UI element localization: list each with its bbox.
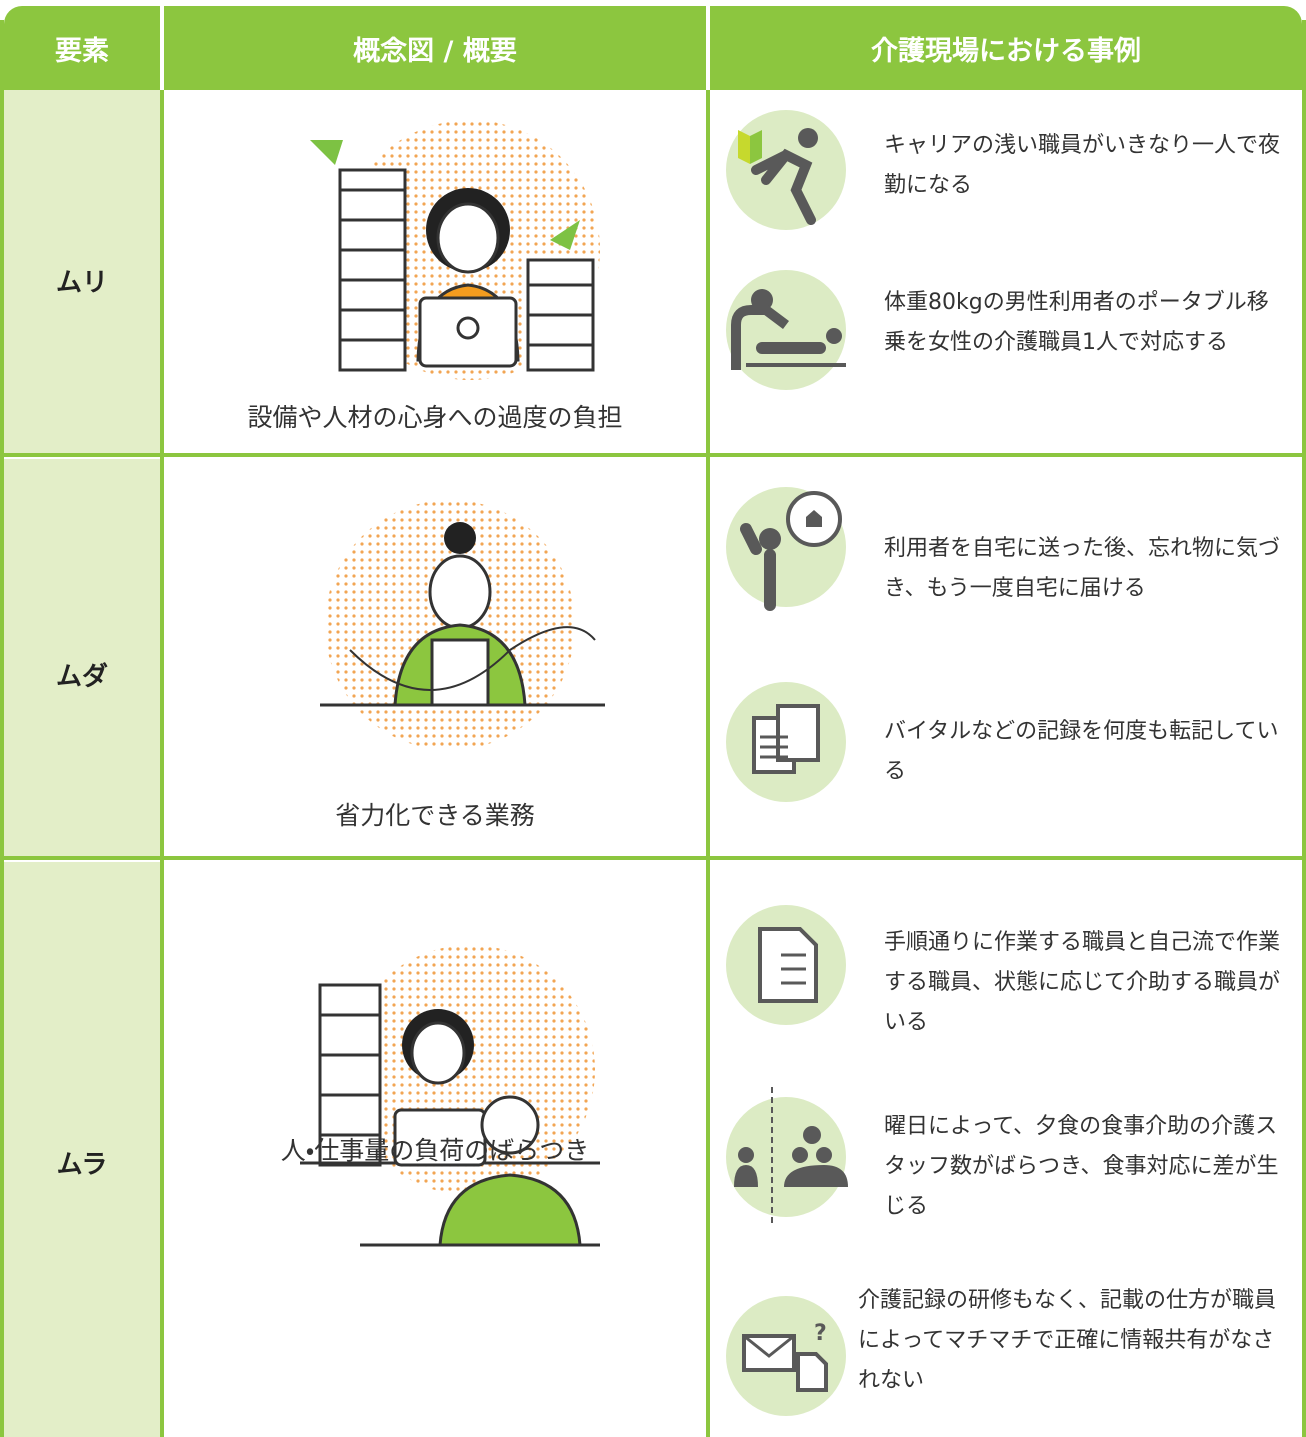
example-text: 曜日によって、夕食の食事介助の介護スタッフ数がばらつき、食事対応に差が生じる (884, 1114, 1279, 1219)
header-text: 概念図 / 概要 (353, 35, 517, 67)
border (706, 90, 710, 1437)
example-icon (726, 110, 846, 230)
border (0, 856, 1306, 860)
example-icon (726, 1087, 848, 1225)
example-text: キャリアの浅い職員がいきなり一人で夜勤になる (884, 133, 1281, 198)
illustration (310, 120, 600, 380)
illustration (300, 945, 600, 1247)
example-icon (726, 682, 846, 802)
caption: 人・仕事量の負荷のばらつき (280, 1136, 590, 1165)
caption: 省力化できる業務 (335, 801, 535, 830)
example-text: 利用者を自宅に送った後、忘れ物に気づき、もう一度自宅に届ける (884, 536, 1281, 601)
divider (706, 6, 710, 90)
svg-text:?: ? (814, 1321, 827, 1346)
header-cell: 介護現場における事例 (710, 6, 1302, 90)
header-cell: 概念図 / 概要 (164, 6, 706, 90)
element-label: ムリ (55, 268, 108, 298)
example-icon: ? (726, 1296, 846, 1416)
border (0, 20, 4, 1437)
example-text: 介護記録の研修もなく、記載の仕方が職員によってマチマチで正確に情報共有がなされな… (858, 1288, 1277, 1393)
element-label: ムダ (55, 662, 108, 692)
element-cell (4, 90, 160, 455)
header-cell: 要素 (4, 6, 160, 90)
example-text: 体重80kgの男性利用者のポータブル移乗を女性の介護職員1人で対応する (884, 290, 1269, 355)
example-text: 手順通りに作業する職員と自己流で作業する職員、状態に応じて介助する職員がいる (884, 930, 1281, 1035)
border (160, 90, 164, 1437)
example-icon (726, 905, 846, 1025)
border (1302, 20, 1306, 1437)
example-icon (726, 487, 846, 611)
illustration (320, 500, 605, 750)
header-text: 介護現場における事例 (871, 35, 1141, 67)
element-cell (4, 459, 160, 856)
example-text: バイタルなどの記録を何度も転記している (884, 719, 1279, 784)
element-label: ムラ (56, 1150, 108, 1180)
caption: 設備や人材の心身への過度の負担 (247, 403, 623, 432)
header-text: 要素 (55, 35, 109, 67)
element-cell (4, 862, 160, 1437)
example-icon (726, 270, 846, 390)
border (0, 453, 1306, 457)
